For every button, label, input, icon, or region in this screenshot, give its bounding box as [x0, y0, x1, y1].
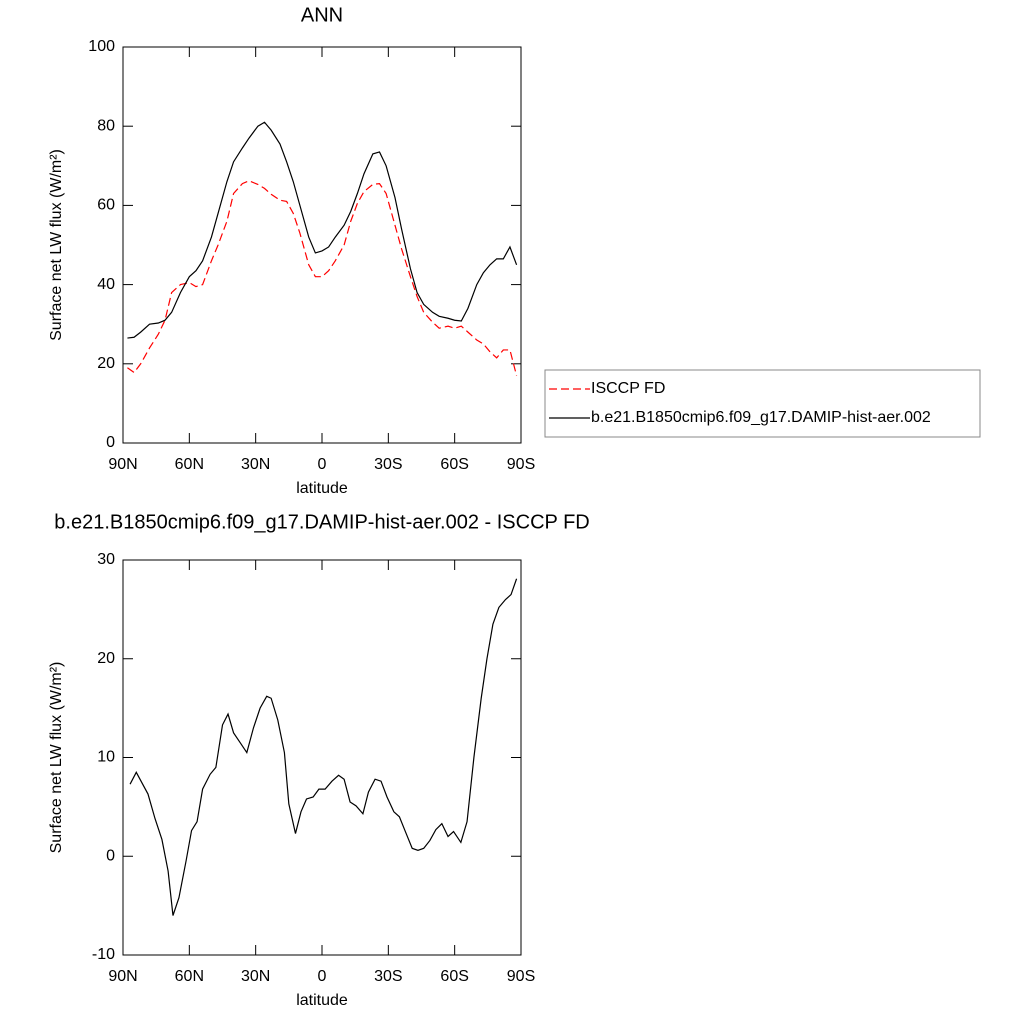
y-tick-label: 0	[106, 847, 115, 864]
y-tick-label: -10	[92, 946, 115, 963]
legend-label: ISCCP FD	[591, 380, 665, 397]
y-tick-label: 10	[97, 749, 115, 766]
legend-box	[544, 369, 981, 438]
data-line	[127, 121, 518, 339]
y-axis-label: Surface net LW flux (W/m²)	[48, 662, 65, 854]
plot-frame	[122, 559, 522, 956]
x-tick-label: 60N	[175, 968, 204, 985]
chart-title: b.e21.B1850cmip6.f09_g17.DAMIP-hist-aer.…	[54, 511, 589, 533]
y-tick-label: 80	[97, 117, 115, 134]
data-line	[129, 578, 518, 916]
y-axis-label: Surface net LW flux (W/m²)	[48, 149, 65, 341]
y-tick-label: 30	[97, 551, 115, 568]
x-tick-label: 0	[318, 456, 327, 473]
y-tick-label: 20	[97, 355, 115, 372]
x-tick-label: 60S	[440, 456, 468, 473]
x-tick-label: 60S	[440, 968, 468, 985]
x-tick-label: 90S	[507, 456, 535, 473]
x-tick-label: 60N	[175, 456, 204, 473]
y-tick-label: 0	[106, 434, 115, 451]
x-tick-label: 30N	[241, 968, 270, 985]
x-tick-label: 30N	[241, 456, 270, 473]
x-axis-label: latitude	[296, 480, 348, 497]
chart-title: ANN	[301, 4, 343, 26]
x-tick-label: 30S	[374, 456, 402, 473]
plot-frame	[122, 46, 522, 444]
x-tick-label: 30S	[374, 968, 402, 985]
legend-label: b.e21.B1850cmip6.f09_g17.DAMIP-hist-aer.…	[591, 409, 931, 426]
x-tick-label: 0	[318, 968, 327, 985]
x-axis-label: latitude	[296, 992, 348, 1009]
data-line	[127, 180, 518, 376]
y-tick-label: 60	[97, 197, 115, 214]
y-tick-label: 20	[97, 650, 115, 667]
y-tick-label: 100	[88, 38, 115, 55]
x-tick-label: 90S	[507, 968, 535, 985]
legend: ISCCP FD b.e21.B1850cmip6.f09_g17.DAMIP-h…	[544, 369, 981, 438]
x-tick-label: 90N	[108, 456, 137, 473]
x-tick-label: 90N	[108, 968, 137, 985]
y-tick-label: 40	[97, 276, 115, 293]
